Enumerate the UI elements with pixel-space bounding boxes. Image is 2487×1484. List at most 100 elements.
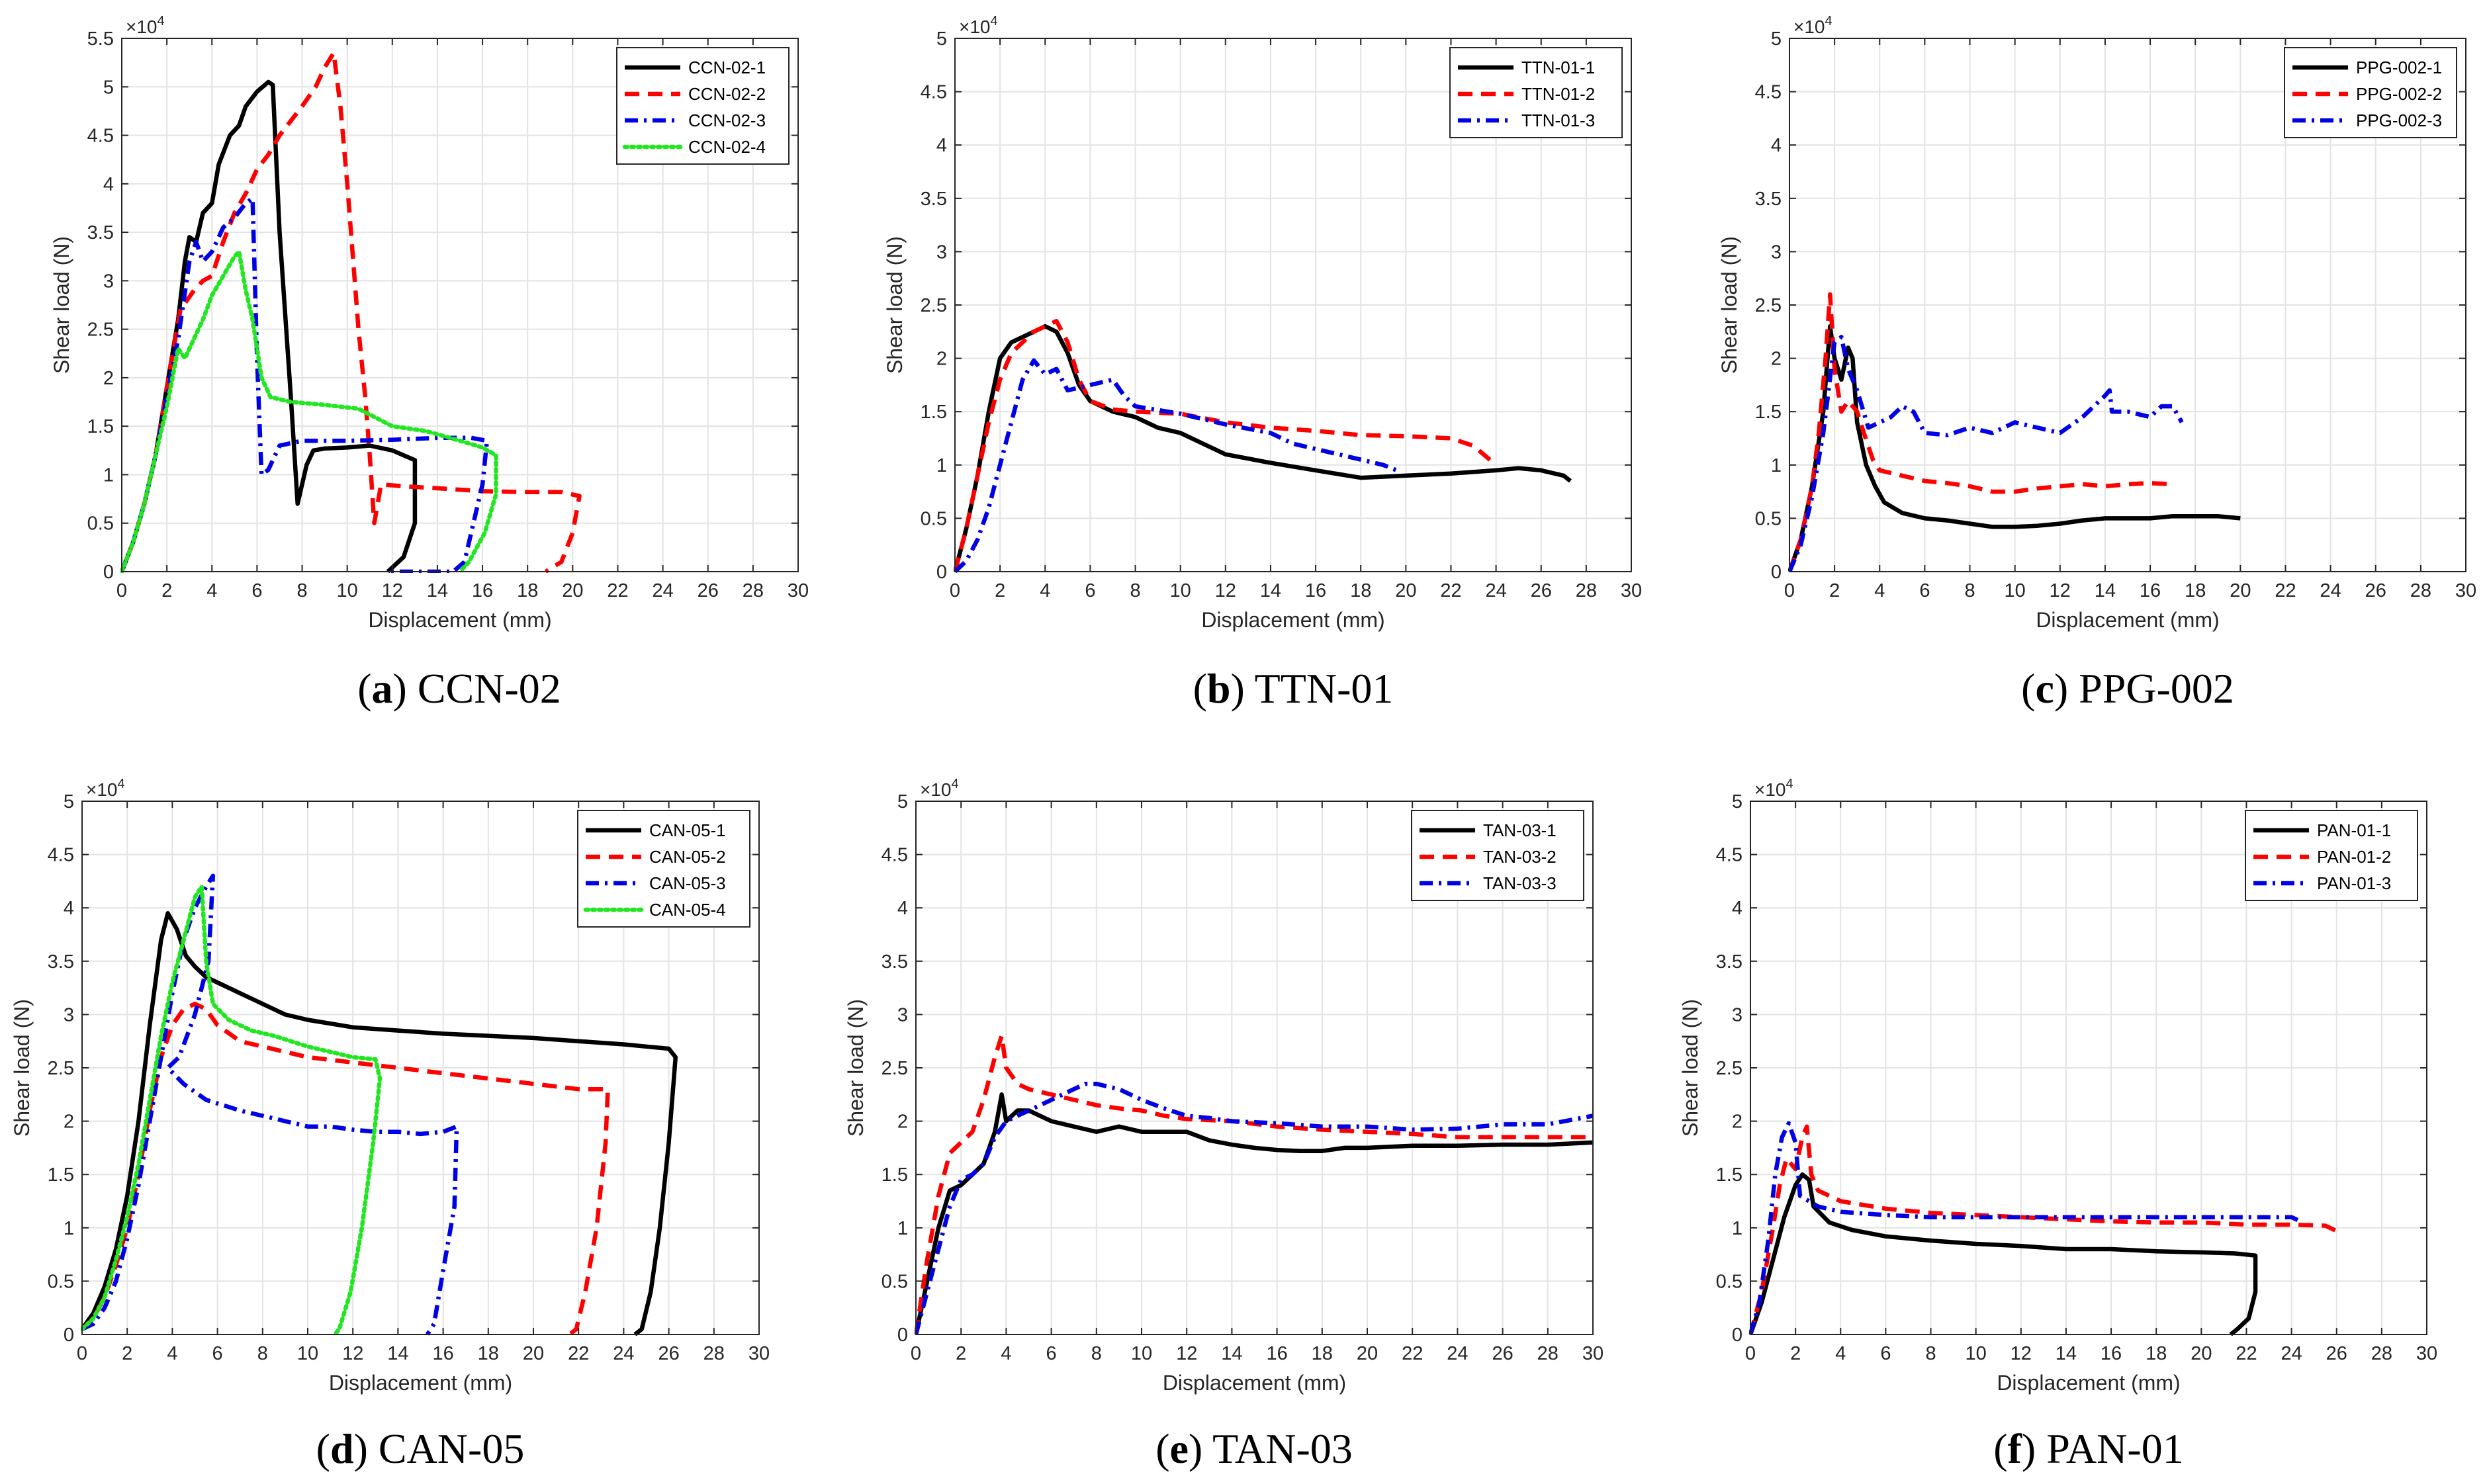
series-line-TTN-01-2 xyxy=(954,318,1498,572)
exponent-label: ×104 xyxy=(959,14,998,37)
grid xyxy=(122,38,798,572)
x-tick-label: 28 xyxy=(703,1343,725,1364)
x-tick-label: 2 xyxy=(1790,1343,1801,1364)
x-tick-label: 16 xyxy=(472,580,493,601)
x-tick-label: 28 xyxy=(743,580,764,601)
x-tick-label: 28 xyxy=(1537,1343,1559,1364)
x-tick-label: 2 xyxy=(956,1343,966,1364)
x-tick-label: 14 xyxy=(2056,1343,2077,1364)
legend-box xyxy=(1449,47,1623,138)
y-axis-label: Shear load (N) xyxy=(844,999,868,1137)
tick-marks xyxy=(1750,801,2427,1335)
chart-a: 0 2 4 6 8 10 12 14 16 18 20 22 24 26 28 3000.511.522.53… xyxy=(50,14,809,712)
x-axis-label: Displacement (mm) xyxy=(1997,1371,2180,1395)
y-tick-label: 4 xyxy=(103,174,114,195)
y-tick-label: 2 xyxy=(1771,349,1782,370)
legend-entry: TTN-01-3 xyxy=(1521,110,1595,130)
caption-name: CCN-02 xyxy=(418,665,561,712)
x-tick-label: 14 xyxy=(427,580,448,601)
x-tick-label: 30 xyxy=(1621,580,1642,601)
x-tick-label: 0 xyxy=(77,1343,87,1364)
x-tick-label: 2 xyxy=(1829,580,1840,601)
y-tick-label: 0 xyxy=(64,1325,74,1346)
y-tick-label: 1.5 xyxy=(1755,402,1782,423)
series-line-TTN-01-1 xyxy=(954,324,1572,572)
x-tick-label: 22 xyxy=(607,580,628,601)
series-line-CAN-05-2 xyxy=(81,1002,610,1336)
y-tick-label: 2 xyxy=(64,1112,74,1133)
legend-entry: CCN-02-2 xyxy=(688,84,766,104)
x-tick-label: 28 xyxy=(2371,1343,2392,1364)
legend-entry: CCN-02-1 xyxy=(688,58,766,77)
exponent-label: ×104 xyxy=(920,777,959,800)
series-line-CAN-05-1 xyxy=(81,911,678,1336)
y-tick-label: 0.5 xyxy=(1716,1271,1742,1292)
tick-marks xyxy=(81,801,760,1335)
series-line-PPG-002-3 xyxy=(1788,335,2184,573)
y-tick-label: 2 xyxy=(103,368,114,389)
x-tick-label: 0 xyxy=(950,580,960,601)
series-group xyxy=(915,1033,1594,1335)
y-tick-label: 0 xyxy=(936,562,947,583)
y-tick-label: 3 xyxy=(1771,241,1782,263)
y-tick-label: 3 xyxy=(103,271,114,292)
x-axis-label: Displacement (mm) xyxy=(368,608,551,632)
x-axis-label: Displacement (mm) xyxy=(1163,1371,1346,1395)
y-tick-label: 3.5 xyxy=(1716,951,1742,973)
x-tick-label: 12 xyxy=(2011,1343,2032,1364)
legend-entry: TTN-01-2 xyxy=(1521,84,1595,104)
x-tick-label: 18 xyxy=(2146,1343,2167,1364)
y-tick-label: 1.5 xyxy=(921,402,947,423)
x-tick-label: 26 xyxy=(1531,580,1552,601)
x-tick-label: 10 xyxy=(1966,1343,1987,1364)
caption-letter: a xyxy=(372,665,393,712)
y-tick-label: 2 xyxy=(897,1112,908,1133)
legend: PPG-002-1 PPG-002-2 PPG-002-3 xyxy=(2284,47,2457,138)
legend-entry: CCN-02-3 xyxy=(688,110,766,130)
y-tick-label: 4.5 xyxy=(882,845,908,866)
exponent-power: 4 xyxy=(991,14,998,28)
x-tick-label: 22 xyxy=(2236,1343,2257,1364)
x-tick-label: 6 xyxy=(251,580,262,601)
chart-c: 0 2 4 6 8 10 12 14 16 18 20 22 24 26 28 3000.511.522.53… xyxy=(1717,14,2476,712)
series-line-PPG-002-2 xyxy=(1788,292,2173,573)
x-tick-label: 24 xyxy=(1447,1343,1468,1364)
y-tick-label: 1 xyxy=(1732,1218,1742,1239)
y-tick-label: 4 xyxy=(936,135,947,156)
y-tick-label: 3 xyxy=(64,1004,74,1026)
caption-name: TAN-03 xyxy=(1212,1425,1353,1472)
series-group xyxy=(954,318,1572,573)
legend: TTN-01-1 TTN-01-2 TTN-01-3 xyxy=(1449,47,1623,138)
y-tick-label: 2.5 xyxy=(882,1058,908,1079)
axes-box xyxy=(121,38,799,572)
y-tick-label: 1 xyxy=(103,464,114,486)
y-axis-label: Shear load (N) xyxy=(1717,236,1741,374)
y-tick-label: 3.5 xyxy=(87,222,114,243)
chart-d: 0 2 4 6 8 10 12 14 16 18 20 22 24 26 28 3000.511.522.53… xyxy=(10,777,770,1472)
y-tick-label: 0 xyxy=(1732,1325,1742,1346)
y-tick-label: 1 xyxy=(1771,455,1782,476)
caption-paren-open: ( xyxy=(1193,665,1207,712)
x-tick-label: 2 xyxy=(122,1343,132,1364)
legend-box xyxy=(2245,810,2418,901)
x-tick-label: 16 xyxy=(1266,1343,1287,1364)
x-tick-label: 14 xyxy=(1260,580,1281,601)
x-axis-label: Displacement (mm) xyxy=(329,1371,512,1395)
caption-paren-close: ) xyxy=(1231,665,1255,712)
y-tick-label: 1 xyxy=(64,1218,74,1239)
exponent-base: ×10 xyxy=(1754,779,1786,800)
x-tick-label: 16 xyxy=(2140,580,2161,601)
y-tick-label: 5.5 xyxy=(87,28,114,50)
x-tick-label: 20 xyxy=(2230,580,2251,601)
legend: TAN-03-1 TAN-03-2 TAN-03-3 xyxy=(1411,810,1584,901)
series-group xyxy=(81,873,678,1336)
x-tick-label: 4 xyxy=(1001,1343,1011,1364)
y-tick-label: 3 xyxy=(897,1004,908,1026)
x-tick-label: 14 xyxy=(387,1343,408,1364)
y-tick-label: 4.5 xyxy=(921,82,947,103)
y-axis-label: Shear load (N) xyxy=(50,236,73,374)
y-tick-label: 4.5 xyxy=(87,126,114,147)
x-tick-label: 20 xyxy=(1357,1343,1378,1364)
caption-letter: e xyxy=(1170,1425,1189,1472)
x-tick-label: 12 xyxy=(2050,580,2071,601)
